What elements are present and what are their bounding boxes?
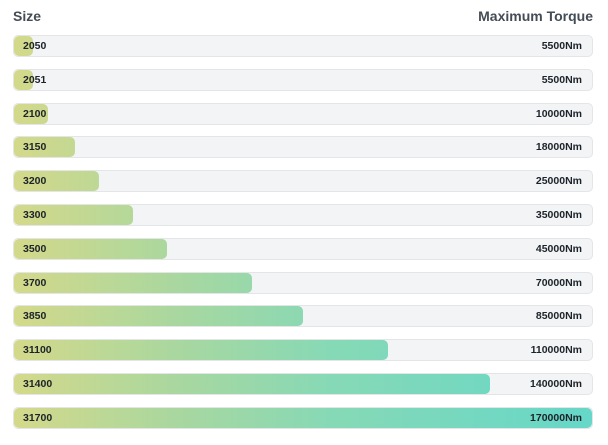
size-label: 3200 (23, 175, 47, 188)
bar-row: 3150 18000Nm (13, 136, 593, 159)
bar (14, 238, 167, 259)
size-label: 2100 (23, 107, 47, 120)
bar-row: 3700 70000Nm (13, 271, 593, 294)
size-label: 3500 (23, 242, 47, 255)
bar (14, 103, 48, 124)
bar-row: 31700 170000Nm (13, 406, 593, 429)
torque-value-label: 25000Nm (535, 175, 582, 188)
size-label: 3850 (23, 310, 47, 323)
torque-value-label: 70000Nm (535, 276, 582, 289)
size-column-header: Size (13, 8, 42, 24)
torque-value-label: 140000Nm (530, 377, 582, 390)
chart-header: Size Maximum Torque (13, 6, 593, 26)
torque-value-label: 18000Nm (535, 141, 582, 154)
torque-value-label: 45000Nm (535, 242, 582, 255)
bar-row: 3300 35000Nm (13, 203, 593, 226)
bar (14, 306, 303, 327)
size-label: 3150 (23, 141, 47, 154)
bar (14, 171, 99, 192)
size-label: 31700 (23, 411, 53, 424)
bar (14, 373, 490, 394)
torque-value-label: 10000Nm (535, 107, 582, 120)
bar (14, 407, 592, 428)
size-label: 31100 (23, 344, 52, 357)
torque-value-label: 5500Nm (541, 40, 582, 52)
bar-row: 3500 45000Nm (13, 237, 593, 260)
bar-row: 2050 5500Nm (13, 35, 593, 57)
bar-row: 31400 140000Nm (13, 372, 593, 395)
size-label: 2051 (23, 73, 47, 86)
bar-list: 2050 5500Nm 2051 5500Nm 2100 10000Nm 3150 18000… (13, 35, 593, 441)
bar (14, 272, 252, 293)
bar-row: 3200 25000Nm (13, 170, 593, 193)
size-label: 2050 (23, 40, 47, 52)
bar (14, 340, 388, 361)
torque-value-label: 170000Nm (530, 411, 582, 424)
torque-value-label: 110000Nm (530, 344, 582, 357)
torque-value-label: 85000Nm (535, 310, 582, 323)
bar-row: 2051 5500Nm (13, 68, 593, 91)
bar (14, 204, 133, 225)
size-label: 3700 (23, 276, 47, 289)
bar (14, 137, 75, 158)
torque-column-header: Maximum Torque (478, 8, 593, 24)
bar-row: 2100 10000Nm (13, 102, 593, 125)
size-label: 31400 (23, 377, 53, 390)
torque-value-label: 35000Nm (535, 208, 582, 221)
bar (14, 69, 33, 90)
bar (14, 36, 33, 56)
bar-row: 31100 110000Nm (13, 339, 593, 362)
size-label: 3300 (23, 208, 47, 221)
torque-value-label: 5500Nm (541, 73, 582, 86)
bar-row: 3850 85000Nm (13, 305, 593, 328)
